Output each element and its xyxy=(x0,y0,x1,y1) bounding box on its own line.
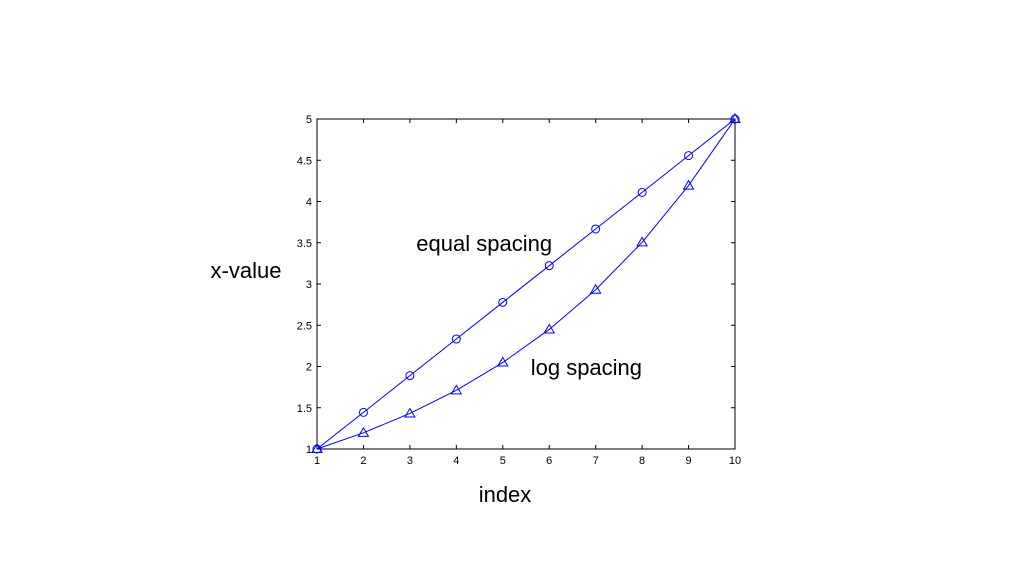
y-tick-label: 3.5 xyxy=(297,238,312,250)
x-tick-label: 2 xyxy=(360,455,366,467)
data-point-triangle xyxy=(682,179,695,190)
data-point-triangle xyxy=(543,323,556,334)
series-line xyxy=(316,118,736,450)
data-point-circle xyxy=(591,224,601,234)
x-tick-label: 9 xyxy=(685,455,691,467)
y-tick-label: 1.5 xyxy=(297,403,312,415)
y-tick-label: 3 xyxy=(306,279,312,291)
x-tick-label: 10 xyxy=(729,455,741,467)
series-layer xyxy=(311,113,741,454)
x-axis-title: index xyxy=(479,482,532,507)
data-point-triangle xyxy=(729,113,741,123)
data-point-triangle xyxy=(311,443,323,453)
data-point-circle xyxy=(451,334,461,344)
data-point-triangle xyxy=(496,356,509,367)
data-point-circle xyxy=(684,151,694,161)
x-tick-label: 8 xyxy=(639,455,645,467)
data-point-circle xyxy=(405,371,415,381)
y-axis-title: x-value xyxy=(211,258,282,283)
series-2 xyxy=(311,113,741,453)
x-tick-label: 3 xyxy=(407,455,413,467)
data-point-triangle xyxy=(636,236,648,247)
annotation-label: log spacing xyxy=(531,355,642,380)
x-axis: 1 2 3 4 5 6 7 8 9 10 xyxy=(314,119,741,467)
x-tick-label: 5 xyxy=(500,455,506,467)
data-point-triangle xyxy=(404,407,416,418)
data-point-circle xyxy=(637,187,647,197)
x-tick-label: 1 xyxy=(314,455,320,467)
y-tick-label: 4.5 xyxy=(297,155,312,167)
data-point-circle xyxy=(498,297,508,307)
data-point-triangle xyxy=(450,384,463,395)
x-tick-label: 7 xyxy=(593,455,599,467)
y-tick-label: 5 xyxy=(306,114,312,126)
data-point-circle xyxy=(544,261,554,271)
annotation-layer: equal spacing log spacing xyxy=(416,231,642,380)
data-point-triangle xyxy=(589,283,602,294)
y-tick-label: 2 xyxy=(306,362,312,374)
y-tick-label: 4 xyxy=(306,197,312,209)
data-point-triangle xyxy=(357,426,370,437)
series-line xyxy=(316,118,736,450)
x-tick-label: 4 xyxy=(453,455,459,467)
y-tick-label: 1 xyxy=(306,444,312,456)
annotation-label: equal spacing xyxy=(416,231,552,256)
x-tick-label: 6 xyxy=(546,455,552,467)
data-point-circle xyxy=(358,407,368,417)
series-1 xyxy=(312,114,740,454)
y-axis: 1 1.5 2 2.5 3 3.5 4 4.5 5 xyxy=(297,114,735,456)
y-tick-label: 2.5 xyxy=(297,320,312,332)
